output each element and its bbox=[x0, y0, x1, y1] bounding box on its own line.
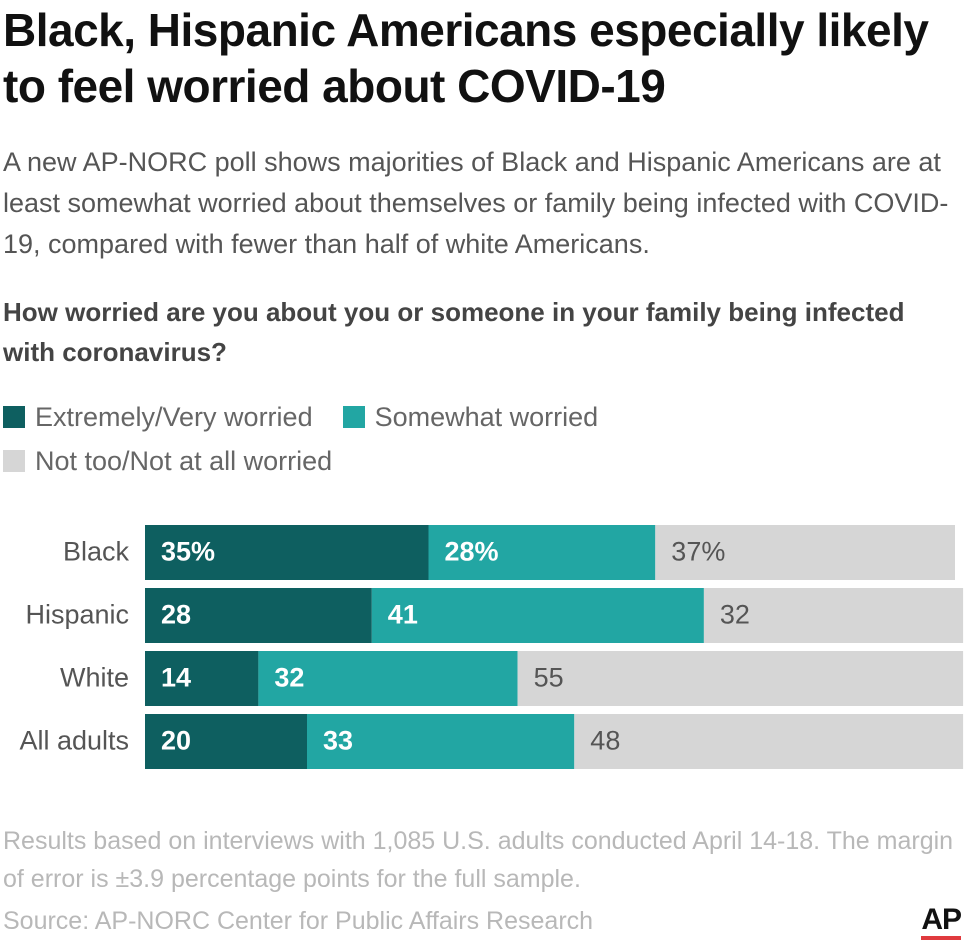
value-label: 32 bbox=[720, 600, 750, 630]
question: How worried are you about you or someone… bbox=[3, 297, 905, 367]
bar-segment bbox=[145, 525, 429, 580]
value-label: 37% bbox=[671, 537, 725, 567]
y-tick-label: Hispanic bbox=[25, 600, 129, 630]
legend-item: Extremely/Very worried bbox=[3, 395, 313, 439]
bar-segment bbox=[145, 714, 307, 769]
bar-segment bbox=[307, 714, 575, 769]
legend-label: Not too/Not at all worried bbox=[35, 445, 333, 476]
value-label: 28 bbox=[161, 600, 191, 630]
value-label: 20 bbox=[161, 726, 191, 756]
value-label: 41 bbox=[388, 600, 418, 630]
legend-swatch bbox=[3, 406, 25, 428]
y-tick-label: White bbox=[60, 663, 129, 693]
legend-swatch bbox=[342, 406, 365, 428]
value-label: 28% bbox=[445, 537, 499, 567]
legend-item: Not too/Not at all worried bbox=[3, 439, 332, 483]
chart: Black 35% 28% 37% Hispanic 28 41 32 White 14 32 55 A… bbox=[19, 525, 964, 769]
subtitle: A new AP-NORC poll shows majorities of B… bbox=[3, 147, 949, 259]
source: Source: AP-NORC Center for Public Affair… bbox=[3, 907, 594, 935]
bar-segment bbox=[258, 651, 518, 706]
value-label: 35% bbox=[161, 537, 215, 567]
bar-segment bbox=[517, 651, 964, 706]
value-label: 48 bbox=[590, 726, 620, 756]
chart-title: Black, Hispanic Americans especially lik… bbox=[3, 4, 929, 112]
bar-segment bbox=[574, 714, 964, 769]
legend: Extremely/Very worried Somewhat worried No… bbox=[3, 395, 703, 483]
value-label: 32 bbox=[274, 663, 304, 693]
legend-label: Extremely/Very worried bbox=[35, 401, 313, 432]
bar-segment bbox=[145, 651, 259, 706]
bar-segment bbox=[371, 588, 704, 643]
legend-swatch bbox=[3, 450, 25, 472]
note: Results based on interviews with 1,085 U… bbox=[3, 827, 954, 893]
legend-item: Somewhat worried bbox=[342, 395, 599, 439]
value-label: 55 bbox=[534, 663, 564, 693]
value-label: 14 bbox=[161, 663, 191, 693]
bar-segment bbox=[428, 525, 656, 580]
legend-label: Somewhat worried bbox=[374, 401, 599, 432]
value-label: 33 bbox=[323, 726, 353, 756]
y-tick-label: Black bbox=[63, 537, 130, 567]
bar-segment bbox=[703, 588, 964, 643]
logo: AP bbox=[921, 904, 962, 940]
y-tick-label: All adults bbox=[19, 726, 129, 756]
bar-segment bbox=[655, 525, 955, 580]
bar-segment bbox=[145, 588, 372, 643]
